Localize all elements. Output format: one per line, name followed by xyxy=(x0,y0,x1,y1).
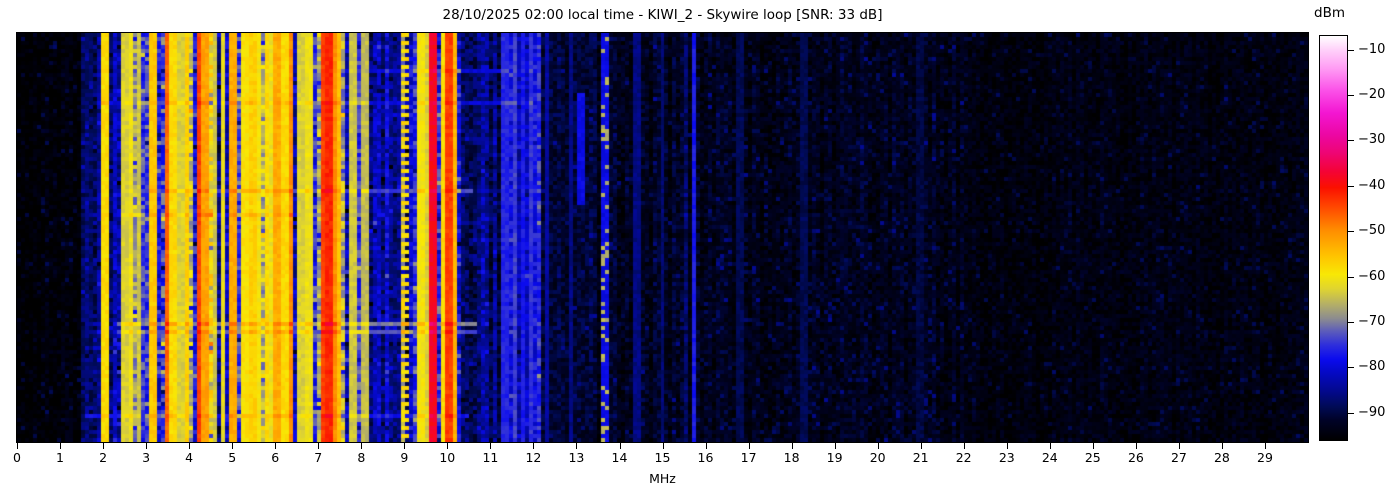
x-tick-mark xyxy=(619,443,621,449)
x-tick-label: 1 xyxy=(56,450,64,465)
x-tick-mark xyxy=(1092,443,1094,449)
colorbar-tick-label: −80 xyxy=(1358,359,1386,375)
x-tick-mark xyxy=(576,443,578,449)
x-tick-label: 21 xyxy=(912,450,929,465)
colorbar-tick-mark xyxy=(1348,185,1354,187)
x-tick-mark xyxy=(232,443,234,449)
x-tick-label: 27 xyxy=(1170,450,1187,465)
x-tick-label: 14 xyxy=(611,450,628,465)
x-tick-mark xyxy=(963,443,965,449)
x-tick-label: 17 xyxy=(740,450,757,465)
x-tick-label: 19 xyxy=(826,450,843,465)
spectrogram-canvas xyxy=(17,33,1308,442)
x-tick-label: 22 xyxy=(955,450,972,465)
x-tick-label: 0 xyxy=(13,450,21,465)
chart-title: 28/10/2025 02:00 local time - KIWI_2 - S… xyxy=(442,7,883,23)
colorbar-tick-label: −30 xyxy=(1358,132,1386,148)
x-tick-label: 6 xyxy=(271,450,280,465)
x-tick-label: 13 xyxy=(568,450,585,465)
colorbar-tick-mark xyxy=(1348,367,1354,369)
x-tick-label: 18 xyxy=(783,450,800,465)
x-tick-mark xyxy=(60,443,61,449)
plot-area xyxy=(16,32,1309,443)
x-tick-mark xyxy=(447,443,449,449)
colorbar-tick-label: −20 xyxy=(1358,87,1386,103)
x-tick-mark xyxy=(1049,443,1051,449)
x-tick-mark xyxy=(834,443,836,449)
x-tick-mark xyxy=(1135,443,1137,449)
x-tick-label: 7 xyxy=(314,450,323,465)
x-tick-mark xyxy=(146,443,148,449)
x-tick-mark xyxy=(318,443,320,449)
x-tick-label: 12 xyxy=(525,450,542,465)
x-tick-label: 2 xyxy=(99,450,108,465)
x-tick-label: 24 xyxy=(1041,450,1058,465)
x-tick-mark xyxy=(533,443,535,449)
colorbar-tick-mark xyxy=(1348,322,1354,323)
x-tick-label: 8 xyxy=(357,450,366,465)
x-tick-mark xyxy=(404,443,406,449)
x-tick-label: 11 xyxy=(482,450,499,465)
colorbar-tick-label: −70 xyxy=(1358,314,1386,330)
colorbar-tick-mark xyxy=(1348,140,1354,142)
x-tick-mark xyxy=(705,443,707,449)
x-tick-label: 28 xyxy=(1213,450,1230,465)
colorbar xyxy=(1319,35,1348,441)
x-tick-mark xyxy=(361,443,363,449)
colorbar-tick-label: −10 xyxy=(1358,41,1386,57)
colorbar-tick-label: −60 xyxy=(1358,268,1386,284)
x-tick-mark xyxy=(920,443,922,449)
x-tick-label: 4 xyxy=(185,450,194,465)
colorbar-tick-label: −40 xyxy=(1358,177,1386,193)
x-tick-label: 26 xyxy=(1127,450,1144,465)
colorbar-unit-label: dBm xyxy=(1314,5,1345,21)
colorbar-tick-mark xyxy=(1348,49,1354,51)
x-tick-label: 9 xyxy=(400,450,409,465)
x-tick-mark xyxy=(748,443,750,449)
x-tick-label: 29 xyxy=(1257,450,1273,465)
x-tick-mark xyxy=(1178,443,1180,449)
x-tick-mark xyxy=(877,443,879,449)
x-tick-label: 23 xyxy=(998,450,1015,465)
x-tick-mark xyxy=(1265,443,1266,449)
x-tick-label: 16 xyxy=(697,450,714,465)
colorbar-tick-label: −50 xyxy=(1358,223,1386,239)
x-tick-mark xyxy=(275,443,277,449)
x-axis-unit-label: MHz xyxy=(649,471,676,486)
x-tick-label: 10 xyxy=(439,450,456,465)
colorbar-tick-mark xyxy=(1348,231,1354,233)
x-tick-mark xyxy=(791,443,793,449)
x-tick-mark xyxy=(103,443,105,449)
colorbar-tick-label: −90 xyxy=(1358,404,1386,420)
x-tick-mark xyxy=(1221,443,1223,449)
x-tick-label: 3 xyxy=(142,450,151,465)
x-tick-mark xyxy=(17,443,18,449)
colorbar-tick-mark xyxy=(1348,276,1354,278)
x-tick-mark xyxy=(1006,443,1008,449)
x-tick-label: 25 xyxy=(1084,450,1101,465)
x-tick-mark xyxy=(490,443,492,449)
x-tick-mark xyxy=(662,443,664,449)
colorbar-tick-mark xyxy=(1348,412,1354,414)
colorbar-tick-mark xyxy=(1348,95,1354,96)
x-tick-label: 15 xyxy=(654,450,671,465)
x-tick-label: 5 xyxy=(228,450,237,465)
x-tick-mark xyxy=(189,443,191,449)
x-tick-label: 20 xyxy=(869,450,886,465)
